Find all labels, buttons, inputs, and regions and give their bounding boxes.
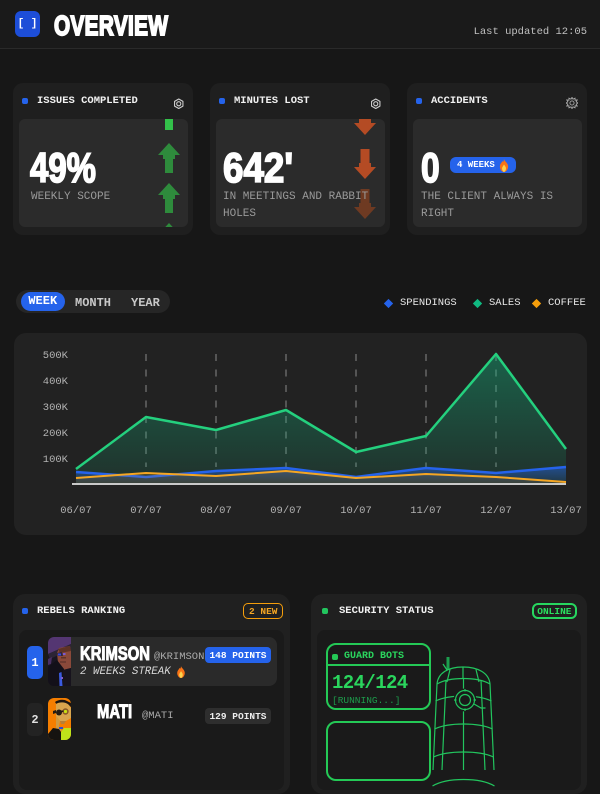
- svg-text:07/07: 07/07: [130, 505, 162, 517]
- svg-text:09/07: 09/07: [270, 505, 302, 517]
- svg-text:08/07: 08/07: [200, 505, 232, 517]
- svg-text:500K: 500K: [43, 350, 69, 362]
- svg-text:10/07: 10/07: [340, 505, 372, 517]
- svg-text:100K: 100K: [43, 454, 69, 466]
- svg-text:300K: 300K: [43, 402, 69, 414]
- svg-text:11/07: 11/07: [410, 505, 442, 517]
- svg-text:12/07: 12/07: [480, 505, 512, 517]
- svg-text:13/07: 13/07: [550, 505, 582, 517]
- svg-text:200K: 200K: [43, 428, 69, 440]
- svg-text:400K: 400K: [43, 376, 69, 388]
- svg-text:06/07: 06/07: [60, 505, 92, 517]
